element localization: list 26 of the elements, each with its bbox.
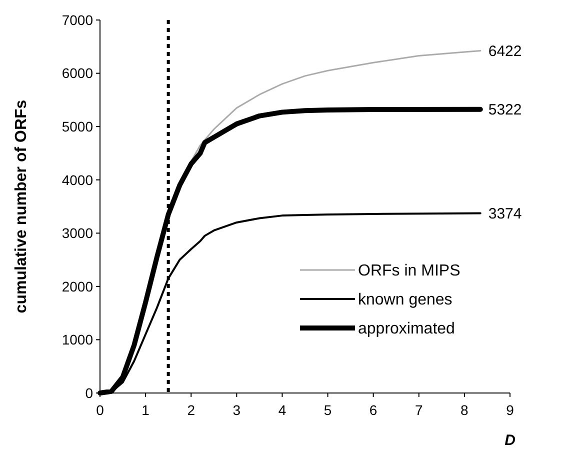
x-tick-label: 9: [506, 402, 514, 418]
legend-label: known genes: [358, 292, 452, 309]
x-tick-label: 1: [142, 402, 150, 418]
y-tick-label: 4000: [62, 172, 94, 188]
y-tick-label: 6000: [62, 65, 94, 82]
y-tick-label: 7000: [62, 12, 94, 28]
x-tick-label: 8: [460, 402, 469, 418]
x-tick-label: 7: [414, 402, 423, 418]
x-tick-label: 4: [278, 402, 286, 418]
legend-label: ORFs in MIPS: [358, 262, 460, 280]
data-label: 3374: [488, 205, 522, 222]
y-tick-label: 3000: [62, 225, 94, 242]
x-axis-title: D: [504, 432, 516, 449]
x-tick-label: 3: [232, 402, 241, 418]
x-tick-label: 0: [96, 402, 104, 418]
x-tick-label: 2: [187, 402, 196, 418]
legend-label: approximated: [358, 320, 455, 338]
data-label: 5322: [488, 102, 522, 119]
data-label: 6422: [488, 43, 522, 60]
y-tick-label: 2000: [62, 278, 94, 294]
x-tick-label: 6: [369, 402, 378, 418]
y-tick-label: 0: [85, 384, 94, 401]
y-tick-label: 5000: [62, 118, 94, 134]
y-tick-label: 1000: [62, 332, 94, 348]
x-tick-label: 5: [324, 402, 332, 418]
y-axis-title: cumulative number of ORFs: [13, 100, 30, 314]
